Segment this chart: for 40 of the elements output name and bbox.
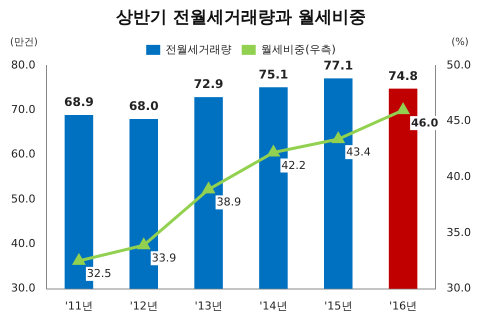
data-label: 46.0: [411, 116, 439, 130]
data-label: 72.9: [194, 77, 224, 92]
x-tick-label: '16년: [389, 299, 418, 312]
x-tick-label: '15년: [324, 299, 352, 312]
data-label: 33.9: [152, 252, 176, 265]
y-tick-label: 40.0: [10, 236, 36, 250]
y2-tick-label: 40.0: [446, 170, 472, 183]
point: [73, 254, 85, 265]
legend-label: 월세비중(우측): [261, 42, 336, 56]
y-tick-label: 50.0: [10, 192, 36, 206]
data-label: 68.9: [64, 95, 94, 110]
data-label: 42.2: [281, 158, 306, 172]
y2-tick-label: 30.0: [446, 282, 472, 295]
data-label: 68.0: [128, 99, 159, 114]
data-label: 43.4: [346, 145, 371, 158]
x-tick-label: '11년: [64, 299, 93, 312]
y-axis-title: (만건): [10, 36, 38, 48]
y2-axis-title: (%): [451, 36, 469, 48]
data-label: 32.5: [86, 267, 112, 280]
point: [202, 182, 214, 194]
y-tick-label: 30.0: [10, 282, 36, 295]
point: [397, 104, 409, 114]
y2-tick-label: 35.0: [446, 226, 472, 239]
y-tick-label: 60.0: [10, 148, 36, 161]
y2-tick-label: 50.0: [446, 58, 472, 72]
chart-title: 상반기 전월세거래량과 월세비중: [116, 8, 366, 28]
y-tick-label: 80.0: [10, 58, 36, 72]
data-label: 38.9: [216, 196, 242, 209]
x-tick-label: '12년: [130, 299, 158, 312]
y-tick-label: 70.0: [10, 102, 36, 116]
legend-label: 전월세거래량: [166, 42, 232, 56]
point: [268, 146, 280, 157]
data-label: 74.8: [388, 68, 418, 83]
x-tick-label: '13년: [194, 299, 223, 312]
data-label: 77.1: [323, 58, 354, 72]
data-label: 75.1: [258, 67, 288, 82]
point: [138, 238, 150, 250]
y2-tick-label: 45.0: [446, 114, 472, 128]
x-tick-label: '14년: [259, 299, 288, 312]
point: [332, 132, 344, 144]
